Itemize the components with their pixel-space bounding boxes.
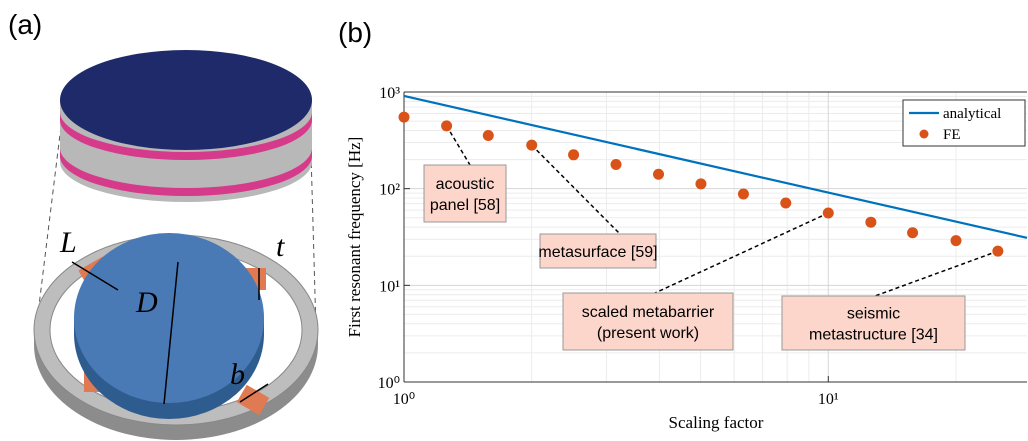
annotation-text: scaled metabarrier bbox=[582, 304, 715, 321]
annotation-text: metastructure [34] bbox=[809, 327, 938, 344]
annotation-box bbox=[423, 164, 507, 223]
dimension-line bbox=[163, 261, 179, 405]
point bbox=[610, 158, 622, 170]
dimension-label: D bbox=[135, 286, 158, 319]
annotation-box bbox=[539, 233, 657, 269]
annotation-line bbox=[654, 212, 829, 294]
point bbox=[992, 245, 1004, 257]
annotation-text: panel [58] bbox=[430, 197, 500, 214]
point bbox=[568, 149, 580, 161]
y-axis-label: First resonant frequency [Hz] bbox=[345, 137, 364, 338]
annotation-box bbox=[781, 295, 966, 351]
point bbox=[398, 111, 410, 123]
point bbox=[441, 120, 453, 132]
annotation-line bbox=[445, 125, 471, 166]
point bbox=[526, 139, 538, 151]
dimension-label: b bbox=[230, 358, 245, 391]
legend-label: analytical bbox=[943, 106, 1001, 122]
annotation-line bbox=[874, 250, 999, 297]
point bbox=[737, 188, 749, 200]
legend-swatch bbox=[919, 129, 929, 139]
mass-top bbox=[74, 233, 264, 403]
point bbox=[482, 129, 494, 141]
point bbox=[907, 227, 919, 239]
dimension-label: L bbox=[59, 226, 77, 259]
y-tick-label: 10² bbox=[379, 182, 400, 199]
y-tick-label: 10¹ bbox=[379, 278, 400, 295]
y-tick-label: 10⁰ bbox=[378, 375, 400, 392]
annotation-text: (present work) bbox=[597, 325, 699, 342]
stripe bbox=[60, 148, 312, 196]
dimension-line bbox=[239, 383, 269, 403]
dimension-line bbox=[71, 261, 119, 291]
point bbox=[865, 216, 877, 228]
point bbox=[950, 235, 962, 247]
panel-label: (b) bbox=[338, 17, 372, 48]
bracket bbox=[236, 384, 270, 416]
legend-label: FE bbox=[943, 127, 961, 143]
annotation-box bbox=[562, 292, 734, 351]
x-tick-label: 10⁰ bbox=[393, 391, 415, 408]
panel-label: (a) bbox=[8, 9, 42, 40]
point bbox=[653, 168, 665, 180]
x-tick-label: 10¹ bbox=[818, 391, 839, 408]
diagram: L t D b bbox=[33, 50, 319, 440]
annotation-text: metasurface [59] bbox=[538, 244, 657, 261]
point bbox=[780, 197, 792, 209]
dimension-label: t bbox=[276, 230, 285, 263]
disk-top bbox=[60, 50, 312, 150]
line bbox=[403, 94, 1028, 239]
annotation-text: acoustic bbox=[436, 176, 495, 193]
point bbox=[695, 178, 707, 190]
annotation-text: seismic bbox=[847, 306, 900, 323]
y-tick-label: 10³ bbox=[379, 85, 400, 102]
x-axis-label: Scaling factor bbox=[669, 413, 764, 432]
stripe bbox=[60, 112, 312, 160]
point bbox=[822, 207, 834, 219]
